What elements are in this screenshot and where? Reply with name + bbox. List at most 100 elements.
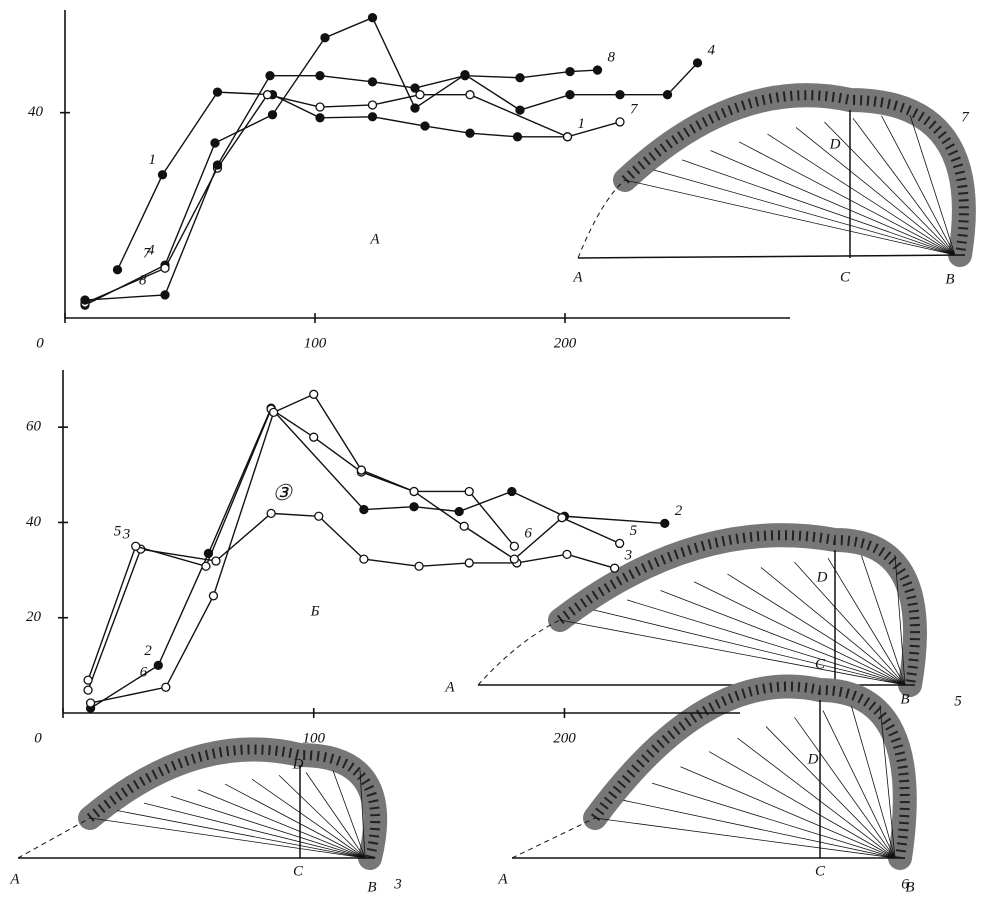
ray — [170, 795, 366, 859]
data-point — [112, 265, 123, 275]
data-point — [464, 558, 474, 568]
drawing-label: 6 — [901, 876, 909, 892]
data-point — [509, 541, 519, 551]
data-point — [265, 71, 275, 81]
ray — [851, 706, 896, 859]
ray — [197, 789, 366, 859]
data-point — [367, 100, 378, 110]
data-point — [509, 554, 519, 564]
ray — [794, 717, 896, 859]
series-label: 6 — [524, 526, 532, 542]
series-label: 1 — [578, 116, 586, 132]
data-point — [512, 132, 523, 142]
drawing-label: 7 — [961, 109, 970, 125]
drawing-label: A — [497, 871, 508, 887]
drawing-label: 5 — [954, 693, 962, 709]
data-point — [211, 556, 221, 566]
ray — [653, 169, 956, 256]
data-point — [367, 13, 378, 23]
ray — [822, 710, 896, 859]
data-point — [267, 110, 278, 120]
y-tick-label: 40 — [28, 104, 44, 120]
data-point — [562, 132, 573, 142]
sickle-tip — [17, 817, 91, 859]
series-label: 4 — [708, 42, 716, 58]
series-line — [84, 93, 621, 304]
data-point — [309, 389, 319, 399]
drawing-label: C — [293, 863, 304, 879]
x-tick-label: 100 — [304, 335, 327, 351]
series-line — [84, 16, 699, 306]
data-point — [614, 538, 625, 549]
series-line — [87, 408, 620, 681]
ray — [710, 150, 956, 256]
ray — [626, 599, 906, 686]
ray — [708, 751, 896, 859]
data-point — [465, 128, 475, 138]
sickle-tip — [477, 619, 561, 686]
data-point — [262, 90, 273, 100]
data-point — [409, 486, 419, 497]
ray — [116, 810, 366, 859]
series-line — [90, 393, 515, 704]
data-point — [160, 263, 170, 273]
data-point — [367, 112, 378, 122]
ray — [89, 817, 366, 859]
drawing-label: C — [815, 656, 826, 672]
data-point — [153, 660, 163, 671]
ray — [909, 114, 956, 256]
data-point — [80, 295, 90, 305]
sickle-texture — [556, 530, 920, 686]
series-label: 3 — [122, 527, 131, 543]
data-point — [465, 90, 475, 100]
ray — [624, 179, 956, 256]
data-point — [414, 561, 424, 571]
data-point — [557, 513, 567, 523]
ray — [593, 609, 906, 686]
ray — [794, 561, 906, 686]
data-point — [592, 65, 603, 75]
series-label: 7 — [143, 246, 152, 262]
data-point — [315, 71, 325, 81]
series-line — [90, 406, 665, 709]
ray — [278, 774, 366, 859]
ray — [881, 115, 956, 256]
data-point — [515, 105, 525, 115]
drawing-label: D — [829, 136, 841, 152]
data-point — [660, 518, 670, 529]
data-point — [515, 73, 525, 83]
data-point — [161, 682, 171, 692]
data-point — [131, 541, 141, 551]
data-point — [359, 554, 369, 564]
series-label: 1 — [149, 152, 157, 168]
data-point — [460, 71, 470, 81]
data-point — [201, 561, 211, 571]
data-point — [320, 33, 330, 43]
ray — [693, 581, 906, 686]
data-point — [410, 83, 420, 93]
series-label: 2 — [675, 503, 683, 519]
drawing-label: 3 — [393, 876, 402, 892]
ray — [767, 133, 956, 256]
chart-note: ③ — [272, 480, 293, 505]
ray — [251, 778, 366, 859]
data-point — [615, 90, 625, 100]
ray — [681, 159, 956, 256]
ray — [594, 817, 896, 859]
series-label: 7 — [630, 101, 639, 117]
ray — [660, 590, 906, 686]
x-tick-label: 0 — [34, 730, 42, 746]
data-point — [367, 77, 378, 87]
y-tick-label: 60 — [26, 419, 42, 435]
drawing-label: A — [9, 871, 20, 887]
ray — [224, 783, 366, 859]
data-point — [83, 675, 93, 685]
drawing-label: B — [900, 691, 909, 707]
ray — [824, 121, 956, 256]
sickle-texture — [621, 90, 969, 256]
ray — [879, 704, 896, 859]
chart-annotation: A — [369, 231, 380, 247]
ray — [651, 782, 896, 859]
data-point — [212, 160, 223, 170]
